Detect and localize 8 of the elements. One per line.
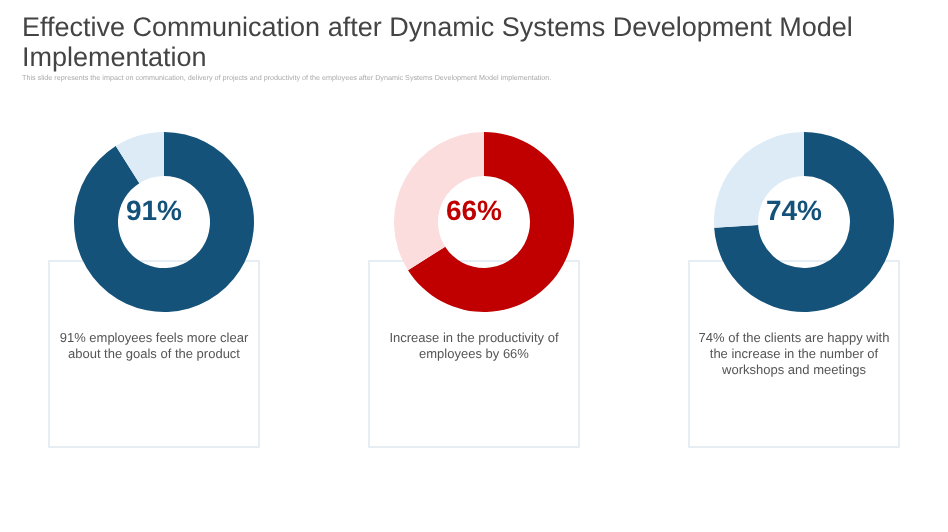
donut-slice: [714, 132, 894, 312]
donut-slice: [408, 132, 574, 312]
text: 74%: [763, 194, 825, 226]
text: Effective Communication after Dynamic Systems Development Model Implementation: [22, 12, 855, 72]
donut-slice: [74, 132, 254, 312]
text: 66%: [443, 194, 505, 226]
donut-slice: [115, 132, 164, 184]
text: 91%: [123, 194, 185, 226]
